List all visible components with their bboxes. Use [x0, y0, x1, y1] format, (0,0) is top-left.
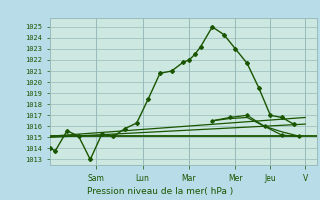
Text: Pression niveau de la mer( hPa ): Pression niveau de la mer( hPa )	[87, 187, 233, 196]
